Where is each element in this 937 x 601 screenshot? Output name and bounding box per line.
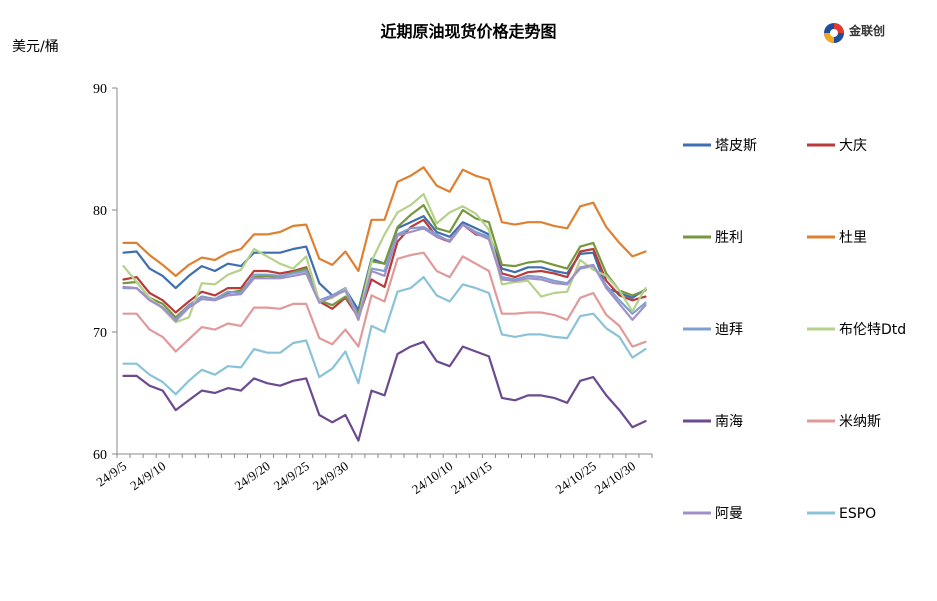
legend-label: ESPO (839, 506, 876, 522)
legend-label: 大庆 (839, 138, 867, 154)
logo-wordmark: 金联创 (849, 24, 886, 38)
x-tick-label: 24/9/20 (232, 458, 273, 493)
legend-label: 阿曼 (715, 506, 743, 522)
x-tick-label: 24/10/10 (409, 458, 455, 497)
series-line (122, 218, 647, 319)
y-tick-label: 60 (93, 448, 107, 463)
series-line (122, 251, 647, 353)
series-layer (122, 166, 647, 442)
x-tick-label: 24/10/25 (553, 458, 599, 497)
series-line (122, 193, 647, 324)
series-line (122, 340, 647, 442)
y-tick-label: 70 (93, 326, 107, 341)
legend-label: 米纳斯 (839, 414, 881, 430)
legend-label: 南海 (715, 414, 743, 430)
x-tick-label: 24/10/30 (592, 458, 638, 497)
x-tick-label: 24/9/30 (310, 458, 351, 493)
x-tick-label: 24/9/10 (127, 458, 168, 493)
x-tick-label: 24/10/15 (448, 458, 494, 497)
legend-label: 杜里 (839, 230, 867, 246)
y-tick-label: 80 (93, 204, 107, 219)
legend-label: 胜利 (715, 230, 743, 246)
logo-icon (824, 23, 844, 43)
legend-label: 塔皮斯 (715, 138, 757, 154)
series-line (122, 223, 647, 321)
y-tick-label: 90 (93, 82, 107, 97)
legend-label: 迪拜 (715, 322, 743, 338)
series-line (122, 166, 647, 277)
series-line (122, 223, 647, 323)
y-axis-unit-label: 美元/桶 (12, 39, 59, 55)
x-tick-label: 24/9/25 (271, 458, 312, 493)
chart-title: 近期原油现货价格走势图 (380, 22, 557, 41)
legend-label: 布伦特Dtd (839, 322, 906, 338)
series-line (122, 276, 647, 396)
